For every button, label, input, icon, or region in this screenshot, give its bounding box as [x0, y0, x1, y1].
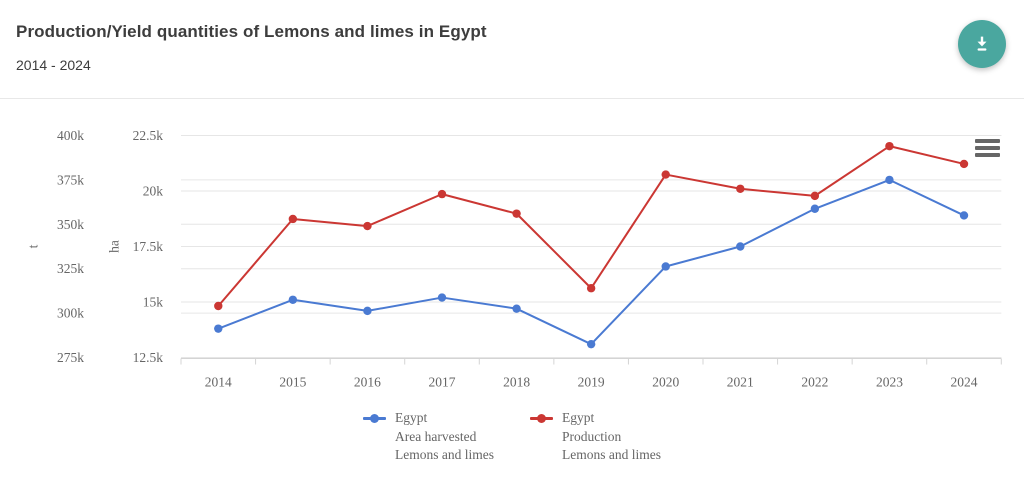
series-line-production[interactable]	[217, 145, 965, 307]
y-axis-tick-label-ha: 22.5k	[133, 128, 164, 143]
y-axis-tick-label-t: 275k	[57, 350, 84, 365]
y-axis-tick-label-ha: 15k	[143, 295, 164, 310]
legend-label-line: Production	[562, 428, 622, 444]
header-divider	[0, 98, 1024, 99]
data-point-area-harvested-2015[interactable]	[288, 295, 298, 304]
x-axis-label: 2021	[727, 375, 754, 390]
line-chart: 2014 2015 2016 2017 2018 2019 2020 2021 2022 2023…	[26, 128, 1002, 390]
y-axis-tick-label-t: 400k	[57, 128, 84, 143]
chart-header: Production/Yield quantities of Lemons an…	[0, 0, 1024, 99]
data-point-area-harvested-2022[interactable]	[810, 204, 820, 213]
page-subtitle: 2014 - 2024	[16, 57, 91, 73]
x-axis-label: 2018	[503, 375, 530, 390]
y-axis-title-ha: ha	[107, 240, 122, 253]
legend-label-line: Egypt	[395, 410, 428, 425]
series-line-area-harvested[interactable]	[217, 178, 965, 346]
menu-icon	[974, 153, 1000, 157]
y-axis-tick-label-t: 375k	[57, 172, 84, 187]
legend-label-line: Lemons and limes	[395, 447, 494, 462]
data-point-production-2015[interactable]	[288, 214, 298, 224]
legend-item-area-harvested[interactable]: Egypt Area harvested Lemons and limes	[363, 409, 494, 465]
data-point-area-harvested-2023[interactable]	[885, 175, 894, 185]
download-icon	[977, 36, 987, 51]
chart-menu-button[interactable]	[972, 136, 1002, 160]
chart-legend: Egypt Area harvested Lemons and limes Eg…	[0, 409, 1024, 465]
menu-icon	[974, 139, 1000, 143]
data-point-production-2024[interactable]	[959, 159, 969, 169]
data-point-production-2014[interactable]	[214, 301, 223, 311]
data-point-production-2019[interactable]	[586, 284, 596, 293]
legend-label-line: Area harvested	[395, 428, 477, 444]
data-point-area-harvested-2018[interactable]	[512, 304, 521, 313]
data-point-production-2020[interactable]	[661, 170, 670, 179]
data-point-production-2018[interactable]	[512, 209, 521, 218]
legend-item-production[interactable]: Egypt Production Lemons and limes	[530, 409, 661, 465]
data-point-production-2016[interactable]	[363, 221, 372, 231]
y-axis-tick-label-t: 325k	[57, 261, 84, 276]
x-axis-label: 2024	[951, 375, 978, 390]
y-axis-tick-label-t: 300k	[57, 306, 84, 321]
data-point-area-harvested-2021[interactable]	[736, 242, 745, 251]
download-button[interactable]	[958, 20, 1006, 68]
data-point-area-harvested-2017[interactable]	[437, 293, 447, 302]
x-axis-label: 2023	[876, 375, 903, 390]
y-axis-tick-label-ha: 12.5k	[133, 350, 164, 365]
legend-label-line: Lemons and limes	[562, 447, 661, 462]
x-axis-label: 2017	[429, 375, 456, 390]
data-point-area-harvested-2020[interactable]	[661, 262, 670, 271]
x-axis-label: 2015	[279, 375, 306, 390]
legend-marker-production	[530, 414, 553, 423]
data-point-production-2023[interactable]	[885, 141, 894, 151]
x-axis-label: 2022	[801, 375, 828, 390]
legend-label-line: Egypt	[562, 410, 595, 425]
y-axis-title-t: t	[26, 244, 41, 248]
data-point-area-harvested-2016[interactable]	[363, 306, 372, 316]
menu-icon	[974, 146, 1000, 150]
data-point-production-2022[interactable]	[810, 191, 820, 201]
data-point-area-harvested-2019[interactable]	[586, 339, 596, 349]
x-axis-label: 2016	[354, 375, 381, 390]
page-title: Production/Yield quantities of Lemons an…	[16, 22, 487, 41]
data-point-production-2021[interactable]	[736, 184, 745, 193]
legend-marker-area-harvested	[363, 414, 387, 423]
y-axis-tick-label-t: 350k	[57, 217, 84, 232]
x-axis-label: 2019	[578, 375, 605, 390]
data-point-area-harvested-2014[interactable]	[214, 324, 223, 333]
data-point-area-harvested-2024[interactable]	[959, 211, 969, 220]
data-point-production-2017[interactable]	[437, 189, 447, 199]
y-axis-tick-label-ha: 20k	[143, 184, 164, 199]
x-axis-label: 2014	[205, 375, 232, 390]
y-axis-tick-label-ha: 17.5k	[133, 239, 164, 254]
x-axis-label: 2020	[652, 375, 679, 390]
chart-area: 2014 2015 2016 2017 2018 2019 2020 2021 2022 2023…	[0, 100, 1024, 490]
